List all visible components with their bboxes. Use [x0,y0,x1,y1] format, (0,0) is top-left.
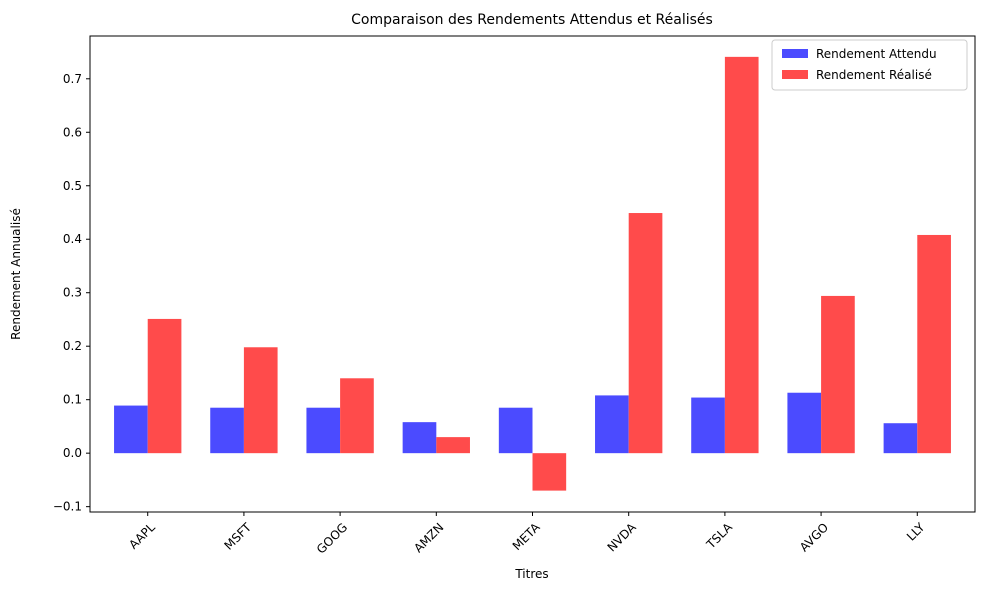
y-axis-ticks: −0.1 0.0 0.1 0.2 0.3 0.4 0.5 0.6 0.7 [53,72,90,514]
bar-realized-tsla [724,56,759,454]
y-tick-label: 0.0 [63,446,82,460]
legend-box [771,39,968,91]
bar-expected-avgo [787,392,822,454]
bar-realized-lly [917,234,951,454]
bar-realized-goog [340,378,374,454]
bar-realized-amzn [436,437,470,454]
bar-expected-nvda [595,395,629,454]
bar-realized-meta [532,453,567,491]
y-tick-label: 0.2 [63,339,82,353]
bar-expected-amzn [402,422,437,454]
chart-title: Comparaison des Rendements Attendus et R… [351,12,713,28]
plot-frame [89,35,976,513]
y-tick-label: −0.1 [53,500,82,514]
bar-realized-aapl [147,318,182,454]
y-tick-label: 0.5 [63,179,82,193]
legend-swatch-expected [782,49,808,58]
bar-realized-nvda [628,213,663,454]
legend-swatch-realized [782,70,808,79]
bar-expected-tsla [691,397,725,454]
y-tick-label: 0.3 [63,286,82,300]
legend-label-realized: Rendement Réalisé [816,68,932,82]
y-tick-label: 0.4 [63,232,82,246]
bar-realized-msft [243,347,278,454]
bar-expected-meta [498,407,533,454]
bar-expected-goog [306,407,341,454]
x-axis-label: Titres [514,567,548,581]
bar-expected-aapl [114,405,148,454]
y-tick-label: 0.1 [63,393,82,407]
y-tick-label: 0.7 [63,72,82,86]
bar-expected-msft [210,407,244,454]
bars-group [114,56,951,491]
bar-expected-lly [883,423,918,454]
bar-realized-avgo [821,295,855,454]
legend-label-expected: Rendement Attendu [816,47,937,61]
y-tick-label: 0.6 [63,125,82,139]
y-axis-label: Rendement Annualisé [9,208,23,340]
legend: Rendement Attendu Rendement Réalisé [771,39,968,91]
